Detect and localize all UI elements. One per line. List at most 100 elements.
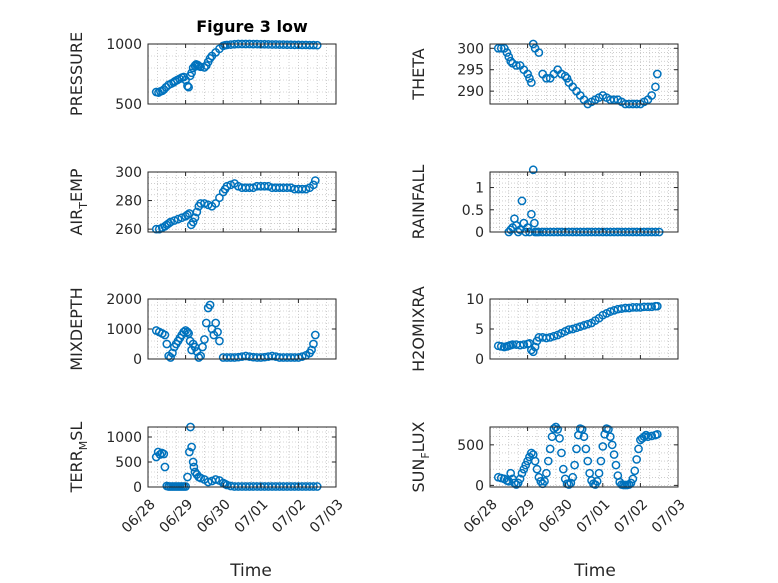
data-point [528, 347, 538, 357]
data-point [151, 224, 161, 234]
data-point [159, 85, 169, 94]
data-point [592, 476, 602, 486]
data-point [611, 460, 621, 470]
data-point [540, 476, 549, 486]
y-tick-label: 500 [115, 455, 142, 471]
data-point [192, 207, 202, 217]
y-axis-label: PRESSURE [67, 32, 86, 116]
data-point [530, 456, 540, 466]
data-point [534, 472, 544, 482]
data-point [568, 324, 578, 334]
data-point [312, 40, 322, 50]
data-point [532, 464, 542, 474]
data-point [294, 353, 303, 362]
x-tick-label: 07/01 [574, 496, 614, 536]
subplot-5: 0 1000 2000 MIXDEPTH [67, 287, 337, 371]
y-axis-label: RAINFALL [409, 165, 428, 240]
data-point [634, 444, 643, 454]
y-tick-label: 0 [475, 478, 484, 494]
y-tick-label: 0 [133, 480, 142, 496]
y-tick-label: 1000 [106, 322, 142, 338]
data-point [647, 91, 657, 100]
data-point [527, 78, 536, 87]
y-tick-label: 260 [115, 222, 142, 238]
data-point [187, 68, 196, 78]
y-tick-label: 1000 [106, 430, 142, 446]
data-point [647, 431, 657, 441]
x-tick-label: 06/28 [119, 496, 159, 536]
data-point [504, 52, 514, 62]
data-point [572, 323, 581, 333]
data-point [583, 319, 593, 329]
data-point [188, 457, 198, 467]
data-point [530, 218, 539, 228]
y-tick-label: 280 [115, 194, 142, 210]
data-point [183, 81, 192, 91]
data-point [609, 450, 619, 459]
grid [147, 43, 337, 105]
data-point [185, 447, 194, 457]
data-point [545, 333, 555, 342]
data-point [583, 456, 593, 466]
data-point [310, 330, 320, 340]
data-point [641, 430, 651, 440]
data-point [506, 468, 516, 478]
data-point [555, 434, 564, 443]
data-point [572, 444, 581, 454]
subplot-4: 0 0.5 1 RAINFALL [409, 165, 679, 241]
data-point [647, 302, 657, 312]
data-point [628, 474, 638, 484]
data-point [200, 335, 209, 344]
data-point [598, 442, 608, 451]
axes-frame [489, 426, 679, 488]
y-tick-label: 0 [475, 225, 484, 241]
data-point [215, 336, 224, 346]
data-point [183, 210, 192, 220]
data-point [609, 95, 619, 105]
y-axis-label: H2OMIXRA [409, 286, 428, 372]
data-point [183, 327, 192, 337]
y-axis-label: SUNFLUX [409, 421, 432, 492]
series-markers [493, 422, 662, 490]
data-point [525, 73, 534, 83]
data-point [519, 340, 529, 349]
x-tick-label: 06/28 [461, 496, 501, 536]
data-point [515, 225, 525, 235]
subplot-2: 290 295 300 THETA [409, 39, 679, 109]
data-point [596, 456, 606, 466]
data-point [189, 462, 199, 472]
subplot-6: 0 5 10 H2OMIXRA [409, 286, 679, 372]
data-point [309, 40, 318, 50]
data-point [543, 456, 553, 466]
grid [489, 427, 679, 487]
y-axis-label: TERRMSL [67, 422, 90, 494]
data-point [575, 322, 585, 331]
data-point [549, 331, 559, 341]
data-point [201, 318, 211, 328]
axes-frame [489, 43, 679, 105]
data-point [527, 209, 536, 219]
data-point [194, 353, 204, 362]
y-tick-label: 2000 [106, 292, 142, 308]
y-tick-label: 1 [475, 181, 484, 197]
data-point [203, 477, 213, 487]
y-tick-label: 5 [475, 322, 484, 338]
data-point [205, 300, 215, 310]
data-point [528, 165, 538, 175]
x-tick-label: 07/03 [649, 496, 689, 536]
data-point [568, 472, 578, 482]
data-point [534, 48, 544, 57]
data-point [652, 429, 662, 439]
data-point [499, 43, 509, 53]
data-point [205, 54, 215, 63]
data-point [187, 442, 196, 452]
data-point [183, 472, 192, 482]
y-tick-label: 1000 [106, 37, 142, 53]
data-point [579, 432, 589, 442]
data-point [605, 432, 615, 442]
data-point [188, 217, 198, 227]
data-point [179, 327, 189, 337]
data-point [523, 69, 532, 79]
data-point [310, 176, 320, 185]
y-tick-label: 500 [457, 438, 484, 454]
